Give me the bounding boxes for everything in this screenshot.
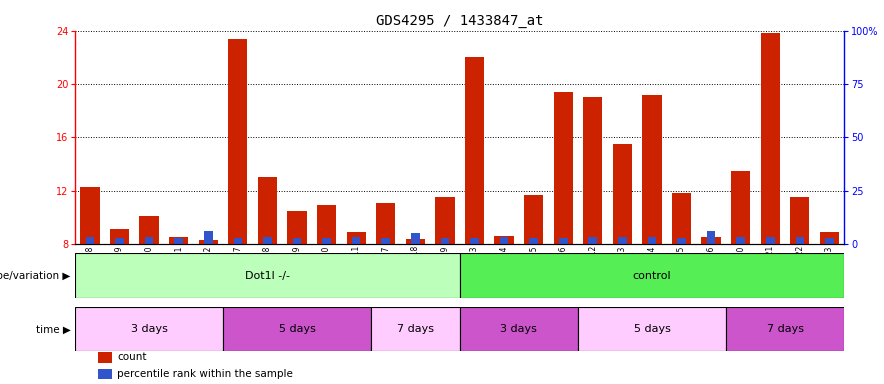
Bar — [559, 238, 568, 244]
Bar — [465, 57, 484, 244]
Text: 5 days: 5 days — [634, 324, 670, 334]
Bar — [75, 253, 460, 298]
Text: genotype/variation ▶: genotype/variation ▶ — [0, 270, 71, 281]
Text: count: count — [118, 353, 147, 362]
Bar — [583, 97, 602, 244]
Bar — [98, 369, 112, 379]
Bar — [530, 238, 538, 244]
Bar — [145, 237, 154, 244]
Bar — [731, 170, 751, 244]
Bar — [766, 237, 774, 244]
Bar — [677, 238, 686, 244]
Bar — [589, 237, 597, 244]
Bar — [494, 236, 514, 244]
Bar — [140, 216, 159, 244]
Bar — [618, 237, 627, 244]
Bar — [287, 210, 307, 244]
Text: 5 days: 5 days — [278, 324, 316, 334]
Bar — [736, 237, 745, 244]
Bar — [371, 307, 460, 351]
Bar — [169, 237, 188, 244]
Bar — [381, 238, 390, 244]
Bar — [578, 307, 726, 351]
Bar — [672, 193, 691, 244]
Bar — [707, 231, 715, 244]
Bar — [460, 307, 578, 351]
Bar — [223, 307, 371, 351]
Bar — [553, 92, 573, 244]
Bar — [228, 39, 248, 244]
Text: percentile rank within the sample: percentile rank within the sample — [118, 369, 293, 379]
Text: 3 days: 3 days — [131, 324, 168, 334]
Text: time ▶: time ▶ — [36, 324, 71, 334]
Bar — [204, 231, 212, 244]
Bar — [760, 33, 780, 244]
Bar — [411, 233, 420, 244]
Bar — [98, 352, 112, 362]
Bar — [317, 205, 336, 244]
Bar — [115, 238, 124, 244]
Bar — [796, 237, 804, 244]
Bar — [613, 144, 632, 244]
Bar — [406, 238, 425, 244]
Bar — [648, 237, 656, 244]
Bar — [524, 195, 544, 244]
Bar — [347, 232, 366, 244]
Bar — [258, 177, 277, 244]
Text: Dot1l -/-: Dot1l -/- — [245, 270, 290, 281]
Bar — [819, 232, 839, 244]
Bar — [726, 307, 844, 351]
Bar — [460, 253, 844, 298]
Bar — [110, 229, 129, 244]
Bar — [825, 238, 834, 244]
Bar — [643, 94, 661, 244]
Bar — [199, 240, 217, 244]
Bar — [323, 238, 331, 244]
Bar — [263, 237, 271, 244]
Bar — [293, 238, 301, 244]
Text: 7 days: 7 days — [766, 324, 804, 334]
Bar — [435, 197, 454, 244]
Bar — [499, 237, 508, 244]
Bar — [440, 238, 449, 244]
Bar — [80, 187, 100, 244]
Bar — [233, 238, 242, 244]
Bar — [352, 237, 361, 244]
Bar — [470, 238, 479, 244]
Bar — [75, 307, 223, 351]
Title: GDS4295 / 1433847_at: GDS4295 / 1433847_at — [376, 14, 544, 28]
Bar — [86, 237, 95, 244]
Text: 7 days: 7 days — [397, 324, 434, 334]
Text: control: control — [633, 270, 671, 281]
Text: 3 days: 3 days — [500, 324, 537, 334]
Bar — [174, 238, 183, 244]
Bar — [790, 197, 810, 244]
Bar — [376, 202, 395, 244]
Bar — [702, 237, 720, 244]
